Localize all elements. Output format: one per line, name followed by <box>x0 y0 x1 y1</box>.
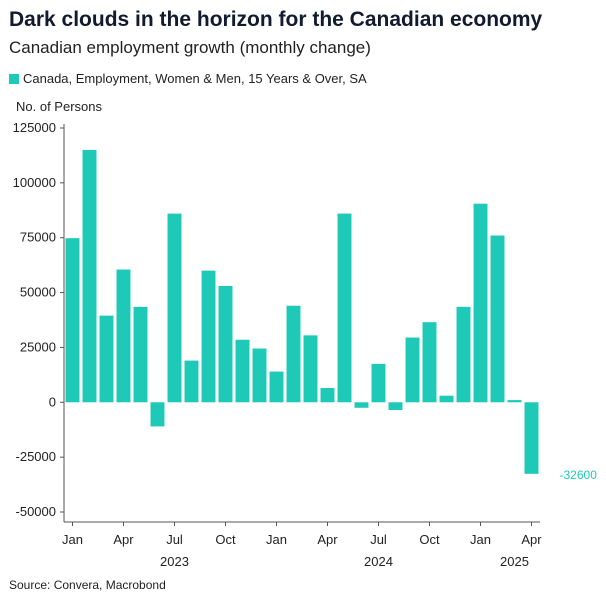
y-tick-label: 75000 <box>20 230 56 245</box>
bar <box>405 337 420 403</box>
bar <box>337 213 352 403</box>
bar <box>167 213 182 403</box>
y-tick-label: -50000 <box>16 504 56 519</box>
bar <box>235 339 250 403</box>
x-tick-label: Jul <box>166 532 183 547</box>
x-tick-label: Oct <box>419 532 440 547</box>
bar <box>371 363 386 403</box>
bar <box>82 149 97 403</box>
bar <box>422 322 437 403</box>
legend-swatch <box>9 73 19 84</box>
bar <box>269 371 284 403</box>
bar <box>99 315 114 403</box>
bar <box>286 305 301 403</box>
bar <box>303 335 318 403</box>
x-tick-label: Oct <box>215 532 236 547</box>
x-year-label: 2025 <box>500 554 529 569</box>
x-tick-label: Jan <box>266 532 287 547</box>
bar <box>252 348 267 403</box>
y-tick-label: -25000 <box>16 449 56 464</box>
y-tick-label: 0 <box>49 394 56 409</box>
bar <box>133 306 148 403</box>
x-tick-label: Apr <box>317 532 338 547</box>
legend: Canada, Employment, Women & Men, 15 Year… <box>9 71 367 86</box>
bar <box>354 402 369 408</box>
bar <box>65 238 80 403</box>
bar <box>456 306 471 403</box>
bar <box>320 388 335 403</box>
bar <box>388 402 403 410</box>
bar <box>116 269 131 403</box>
x-tick-label: Jul <box>370 532 387 547</box>
x-tick-label: Jan <box>62 532 83 547</box>
chart-title: Dark clouds in the horizon for the Canad… <box>9 8 543 31</box>
value-annotation: -32600 <box>560 468 598 482</box>
x-tick-label: Jan <box>470 532 491 547</box>
bar <box>439 395 454 403</box>
x-year-label: 2024 <box>364 554 393 569</box>
y-tick-label: 125000 <box>13 120 56 135</box>
y-tick-label: 50000 <box>20 285 56 300</box>
bar <box>473 203 488 403</box>
chart-subtitle: Canadian employment growth (monthly chan… <box>9 38 371 57</box>
bar <box>201 270 216 403</box>
y-tick-label: 100000 <box>13 175 56 190</box>
bar <box>490 235 505 403</box>
bar <box>218 285 233 403</box>
bar <box>507 400 522 403</box>
x-tick-label: Apr <box>521 532 542 547</box>
source-note: Source: Convera, Macrobond <box>9 578 166 592</box>
y-tick-label: 25000 <box>20 339 56 354</box>
legend-label: Canada, Employment, Women & Men, 15 Year… <box>23 71 367 86</box>
x-tick-label: Apr <box>113 532 134 547</box>
bar <box>184 360 199 403</box>
bar <box>150 402 165 427</box>
x-year-label: 2023 <box>160 554 189 569</box>
y-axis-label: No. of Persons <box>16 99 102 114</box>
bar <box>524 402 539 474</box>
